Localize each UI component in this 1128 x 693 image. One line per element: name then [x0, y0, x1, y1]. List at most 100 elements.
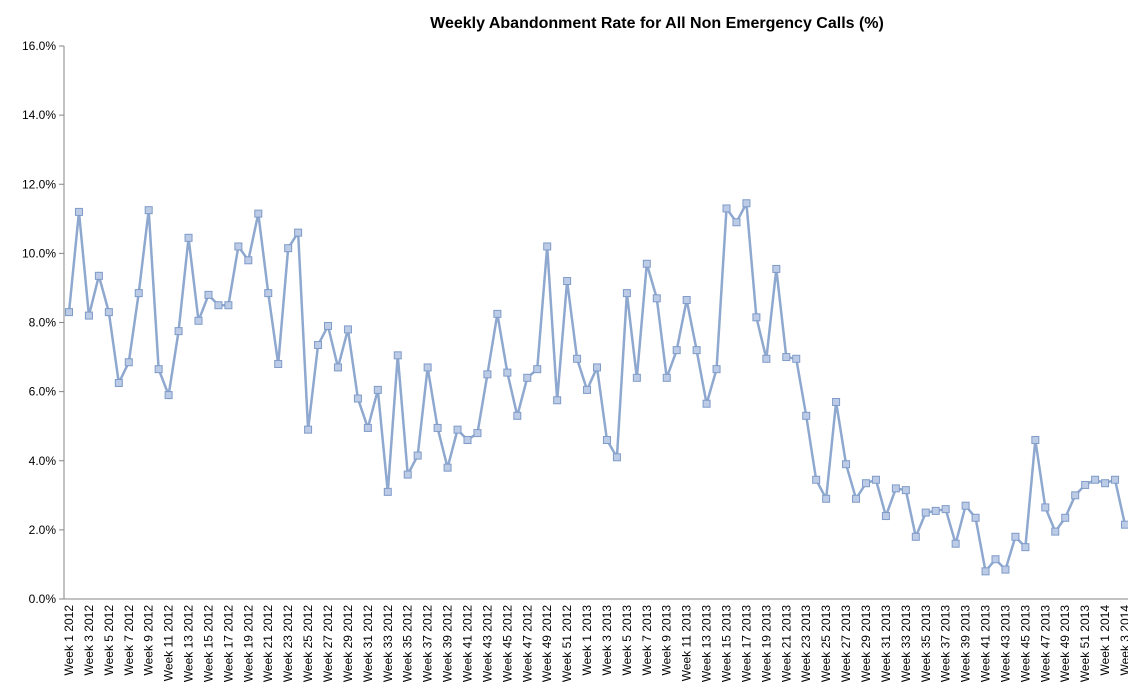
data-marker [921, 508, 930, 517]
x-tick-label: Week 27 2013 [839, 605, 853, 682]
x-tick-label: Week 1 2014 [1098, 605, 1112, 676]
data-marker [1091, 475, 1100, 484]
x-tick-label: Week 9 2012 [142, 605, 156, 676]
y-tick-label: 8.0% [29, 316, 57, 330]
data-marker [543, 242, 552, 251]
data-marker [294, 228, 303, 237]
data-marker [184, 233, 193, 242]
data-marker [642, 259, 651, 268]
data-marker [931, 506, 940, 515]
x-tick-label: Week 43 2013 [998, 605, 1012, 682]
x-tick-label: Week 45 2012 [500, 605, 514, 682]
data-marker [612, 453, 621, 462]
data-marker [533, 365, 542, 374]
data-marker [602, 436, 611, 445]
y-tick-label: 6.0% [29, 385, 57, 399]
x-tick-label: Week 11 2013 [680, 605, 694, 682]
x-tick-label: Week 3 2012 [82, 605, 96, 676]
data-marker [762, 354, 771, 363]
x-tick-label: Week 33 2013 [899, 605, 913, 682]
data-marker [553, 396, 562, 405]
x-tick-label: Week 33 2012 [381, 605, 395, 682]
x-tick-label: Week 11 2012 [162, 605, 176, 682]
data-marker [981, 567, 990, 576]
x-tick-label: Week 39 2012 [441, 605, 455, 682]
data-marker [463, 436, 472, 445]
chart-title: Weekly Abandonment Rate for All Non Emer… [430, 15, 884, 32]
x-tick-label: Week 51 2013 [1078, 605, 1092, 682]
data-marker [682, 296, 691, 305]
data-marker [284, 244, 293, 253]
data-marker [493, 309, 502, 318]
x-tick-label: Week 5 2013 [620, 605, 634, 676]
data-marker [1041, 503, 1050, 512]
data-marker [593, 363, 601, 372]
data-marker [842, 460, 851, 469]
data-marker [264, 289, 273, 298]
data-marker [792, 354, 801, 363]
x-tick-label: Week 25 2013 [819, 605, 833, 682]
x-tick-label: Week 17 2013 [739, 605, 753, 682]
x-tick-label: Week 13 2013 [700, 605, 714, 682]
data-marker [911, 532, 920, 541]
data-marker [124, 358, 133, 367]
data-marker [403, 470, 412, 479]
data-marker [194, 316, 203, 325]
data-line [67, 198, 1127, 575]
data-marker [513, 411, 522, 420]
x-tick-label: Week 41 2013 [979, 605, 993, 682]
data-marker [772, 264, 781, 273]
y-tick-label: 12.0% [22, 177, 56, 191]
x-tick-label: Week 13 2012 [182, 605, 196, 682]
x-tick-label: Week 35 2012 [401, 605, 415, 682]
data-marker [1051, 527, 1060, 536]
data-marker [453, 425, 462, 434]
data-marker [951, 539, 960, 548]
data-marker [204, 290, 213, 299]
y-tick-label: 16.0% [22, 39, 56, 53]
data-marker [871, 475, 880, 484]
x-tick-label: Week 51 2012 [560, 605, 574, 682]
x-tick-label: Week 29 2012 [341, 605, 355, 682]
data-marker [1111, 475, 1120, 484]
data-marker [333, 363, 342, 372]
data-marker [583, 385, 592, 394]
x-tick-label: Week 43 2012 [480, 605, 494, 682]
data-marker [1031, 436, 1040, 445]
data-marker [214, 301, 223, 310]
data-marker [812, 475, 821, 484]
data-marker [274, 359, 283, 368]
data-marker [224, 301, 233, 310]
data-marker [244, 256, 253, 265]
x-tick-label: Week 47 2012 [520, 605, 534, 682]
data-marker [1071, 491, 1080, 500]
data-marker [234, 242, 243, 251]
x-tick-label: Week 21 2012 [261, 605, 275, 682]
data-marker [523, 373, 532, 382]
data-marker [822, 494, 831, 503]
data-marker [971, 513, 980, 522]
data-marker [134, 289, 143, 298]
data-marker [473, 429, 482, 438]
x-tick-label: Week 17 2012 [221, 605, 235, 682]
data-marker [413, 451, 422, 460]
data-marker [861, 479, 870, 488]
data-marker [901, 486, 910, 495]
data-marker [373, 385, 382, 394]
x-tick-label: Week 19 2012 [241, 605, 255, 682]
data-marker [1021, 543, 1030, 552]
data-marker [154, 365, 163, 374]
x-tick-label: Week 31 2012 [361, 605, 375, 682]
data-marker [104, 308, 113, 317]
data-marker [423, 363, 432, 372]
data-marker [732, 218, 741, 227]
data-marker [114, 378, 123, 387]
data-marker [1011, 532, 1020, 541]
x-tick-label: Week 25 2012 [301, 605, 315, 682]
data-marker [94, 271, 103, 280]
x-tick-label: Week 1 2012 [62, 605, 76, 676]
data-marker [632, 373, 641, 382]
y-tick-label: 0.0% [29, 592, 57, 606]
